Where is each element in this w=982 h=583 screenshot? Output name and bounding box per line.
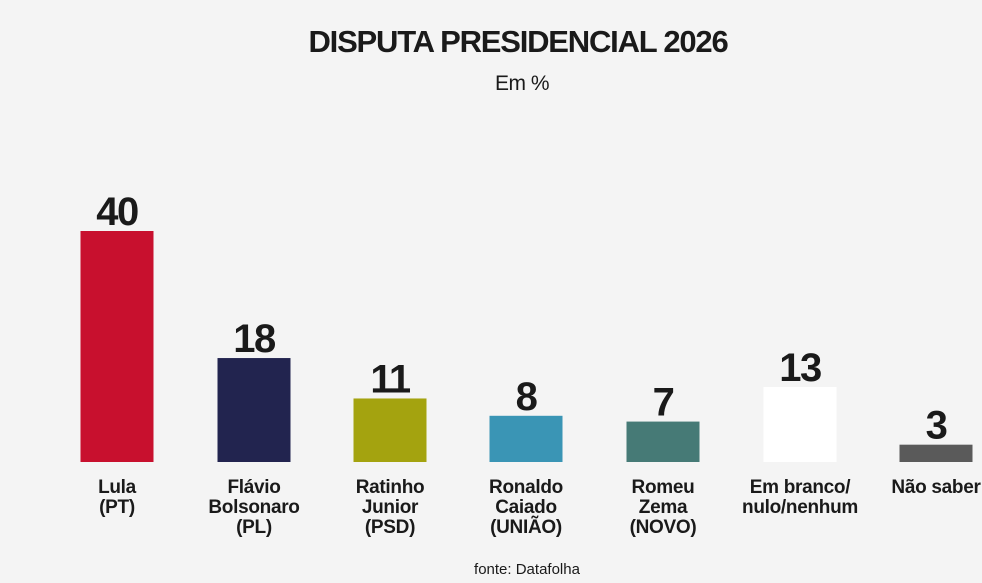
category-label-0: Lula (PT) <box>98 477 137 518</box>
category-label-1: Flávio Bolsonaro (PL) <box>208 477 299 538</box>
category-label-line: Zema <box>639 497 688 518</box>
bar-4 <box>626 421 700 462</box>
category-label-line: (NOVO) <box>630 517 697 538</box>
category-label-line: Em branco/ <box>750 477 851 498</box>
category-label-line: Caiado <box>495 497 557 518</box>
bar-5 <box>763 386 837 462</box>
category-label-5: Em branco/nulo/nenhum <box>742 477 858 518</box>
category-label-line: (UNIÃO) <box>490 516 562 538</box>
value-labels-group: 40 18 11 8 7 13 3 <box>96 190 948 448</box>
category-label-line: Bolsonaro <box>208 497 299 518</box>
category-label-line: Junior <box>362 497 419 518</box>
value-label-1: 18 <box>233 317 276 361</box>
category-label-line: Ronaldo <box>489 477 563 498</box>
bar-1 <box>217 358 291 462</box>
category-label-line: nulo/nenhum <box>742 497 858 518</box>
category-label-line: (PT) <box>99 497 135 518</box>
source-note: fonte: Datafolha <box>474 561 581 578</box>
category-label-line: Ratinho <box>356 477 425 498</box>
chart-subtitle: Em % <box>495 72 549 95</box>
value-label-3: 8 <box>516 375 538 419</box>
chart-title: DISPUTA PRESIDENCIAL 2026 <box>308 24 728 59</box>
bar-2 <box>353 398 427 462</box>
bar-3 <box>489 415 563 462</box>
category-label-line: Romeu <box>632 477 695 498</box>
category-labels-group: Lula (PT) Flávio Bolsonaro (PL) Ratinho Junior… <box>98 477 982 538</box>
category-label-line: (PL) <box>236 517 272 538</box>
bar-0 <box>80 231 154 462</box>
category-label-line: (PSD) <box>365 517 415 538</box>
value-label-6: 3 <box>926 404 947 448</box>
value-label-4: 7 <box>653 381 674 425</box>
category-label-4: Romeu Zema (NOVO) <box>630 477 697 538</box>
category-label-line: Flávio <box>227 477 280 498</box>
category-label-2: Ratinho Junior (PSD) <box>356 477 425 538</box>
bars-group <box>80 231 973 462</box>
category-label-line: Não saber <box>891 477 981 498</box>
category-label-line: Lula <box>98 477 137 498</box>
bar-6 <box>899 444 973 462</box>
category-label-3: Ronaldo Caiado (UNIÃO) <box>489 477 563 538</box>
value-label-2: 11 <box>370 357 411 401</box>
category-label-6: Não saber <box>891 477 981 498</box>
value-label-0: 40 <box>96 190 138 234</box>
value-label-5: 13 <box>779 346 821 390</box>
